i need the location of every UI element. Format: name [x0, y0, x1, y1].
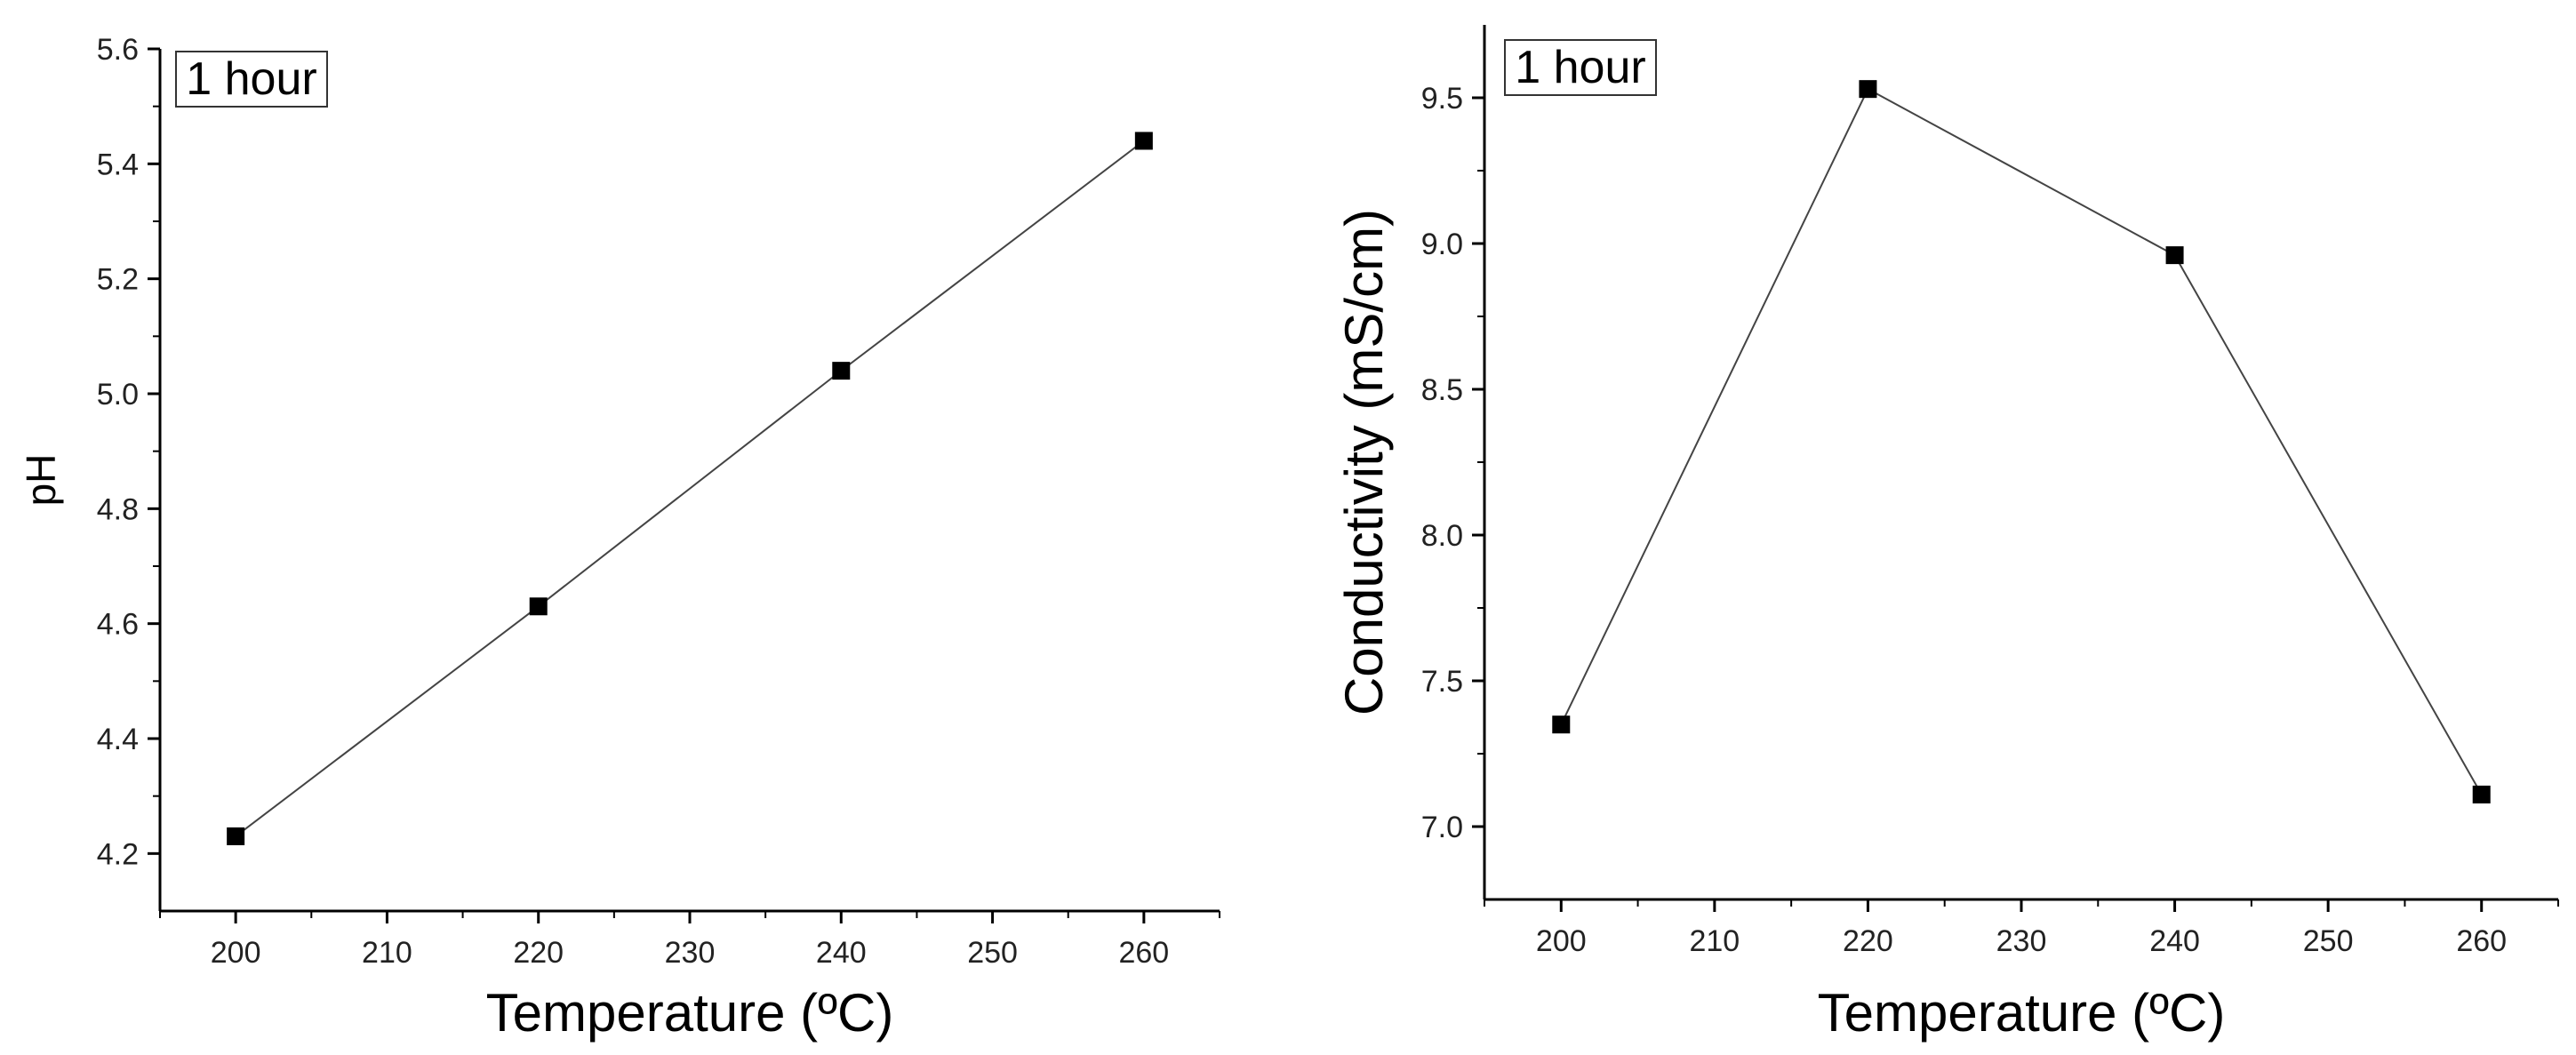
series-line [235, 140, 1145, 837]
y-axis-title: pH [18, 454, 64, 507]
annotation-box [175, 51, 328, 108]
x-tick-label: 210 [362, 936, 412, 970]
x-tick-label: 260 [1118, 936, 1169, 970]
x-tick-label: 240 [2149, 924, 2200, 958]
data-point [2472, 785, 2491, 803]
y-tick-label: 4.2 [97, 837, 139, 871]
x-axis-title: Temperature (ºC) [1818, 983, 2226, 1043]
x-tick-label: 200 [1536, 924, 1587, 958]
data-point [1134, 132, 1153, 150]
y-tick-label: 5.0 [97, 378, 139, 412]
data-point [1859, 80, 1877, 99]
x-tick-label: 210 [1689, 924, 1740, 958]
x-tick-label: 240 [816, 936, 867, 970]
chart-2: 200 210 220 230 240 250 260 7.0 7.5 8.0 8.5 9.0 9.5 T… [1334, 25, 2559, 1043]
data-point [832, 362, 851, 380]
x-tick-label: 250 [2303, 924, 2354, 958]
x-tick-label: 200 [211, 936, 261, 970]
chart-1: 200 210 220 230 240 250 260 4.2 4.4 4.6 4.8 5.0 5.2 5… [18, 33, 1220, 1043]
y-tick-label: 4.6 [97, 608, 139, 642]
data-point [529, 597, 548, 616]
y-tick-label: 7.0 [1421, 811, 1463, 844]
data-point [2165, 246, 2184, 265]
data-point [227, 827, 245, 845]
y-tick-label: 5.6 [97, 33, 139, 67]
y-tick-label: 4.8 [97, 492, 139, 526]
x-tick-label: 230 [665, 936, 716, 970]
y-axis-title: Conductivity (mS/cm) [1334, 209, 1394, 715]
x-axis-title: Temperature (ºC) [486, 983, 894, 1043]
series-line [1560, 87, 2483, 795]
x-tick-label: 260 [2456, 924, 2507, 958]
y-tick-label: 8.0 [1421, 519, 1463, 553]
y-tick-label: 9.5 [1421, 82, 1463, 116]
x-tick-label: 220 [1843, 924, 1893, 958]
y-tick-label: 9.0 [1421, 228, 1463, 261]
y-tick-label: 4.4 [97, 723, 139, 756]
x-tick-label: 220 [513, 936, 564, 970]
y-tick-label: 7.5 [1421, 665, 1463, 699]
annotation-box [1504, 39, 1657, 96]
data-point [1552, 715, 1571, 734]
x-tick-label: 250 [967, 936, 1018, 970]
y-tick-label: 8.5 [1421, 373, 1463, 407]
annotation-label: 1 hour [186, 53, 316, 105]
annotation-label: 1 hour [1515, 42, 1645, 93]
y-tick-label: 5.4 [97, 148, 139, 181]
y-tick-label: 5.2 [97, 263, 139, 297]
x-tick-label: 230 [1996, 924, 2047, 958]
